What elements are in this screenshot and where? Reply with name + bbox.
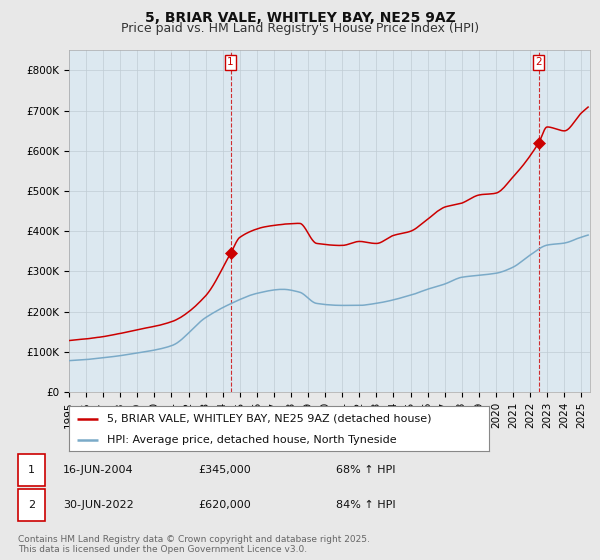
Text: 30-JUN-2022: 30-JUN-2022: [63, 500, 134, 510]
Text: £345,000: £345,000: [198, 465, 251, 475]
Text: Contains HM Land Registry data © Crown copyright and database right 2025.
This d: Contains HM Land Registry data © Crown c…: [18, 535, 370, 554]
Text: HPI: Average price, detached house, North Tyneside: HPI: Average price, detached house, Nort…: [107, 435, 397, 445]
Text: 1: 1: [227, 57, 234, 67]
Text: 84% ↑ HPI: 84% ↑ HPI: [336, 500, 395, 510]
Text: 5, BRIAR VALE, WHITLEY BAY, NE25 9AZ: 5, BRIAR VALE, WHITLEY BAY, NE25 9AZ: [145, 11, 455, 25]
Text: 5, BRIAR VALE, WHITLEY BAY, NE25 9AZ (detached house): 5, BRIAR VALE, WHITLEY BAY, NE25 9AZ (de…: [107, 413, 431, 423]
Text: Price paid vs. HM Land Registry's House Price Index (HPI): Price paid vs. HM Land Registry's House …: [121, 22, 479, 35]
Text: 68% ↑ HPI: 68% ↑ HPI: [336, 465, 395, 475]
Text: 16-JUN-2004: 16-JUN-2004: [63, 465, 134, 475]
Text: 1: 1: [28, 465, 35, 475]
Text: 2: 2: [28, 500, 35, 510]
Text: £620,000: £620,000: [198, 500, 251, 510]
Text: 2: 2: [535, 57, 542, 67]
